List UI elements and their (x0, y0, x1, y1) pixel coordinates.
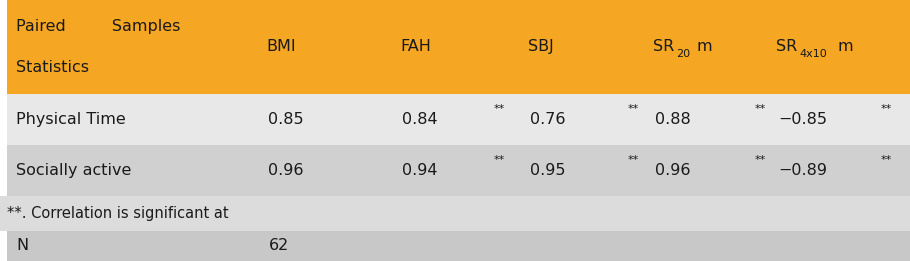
Text: 62: 62 (268, 239, 288, 253)
Bar (259, 145, 393, 196)
Text: 0.96: 0.96 (268, 163, 304, 178)
Bar (393, 145, 521, 196)
Text: 0.95: 0.95 (530, 163, 565, 178)
Bar (393, 0, 521, 94)
Text: 0.88: 0.88 (655, 112, 691, 127)
Bar (646, 145, 769, 196)
Text: **: ** (494, 104, 505, 115)
Text: N: N (16, 239, 28, 253)
Bar (393, 231, 521, 261)
Text: **: ** (494, 155, 505, 165)
Text: 0.94: 0.94 (402, 163, 438, 178)
Bar (7, 145, 259, 196)
Bar (769, 145, 910, 196)
Bar (769, 0, 910, 94)
Text: SR: SR (776, 39, 797, 55)
Bar (393, 94, 521, 145)
Text: m: m (696, 39, 712, 55)
Text: BMI: BMI (267, 39, 297, 55)
Bar (646, 0, 769, 94)
Text: 0.76: 0.76 (530, 112, 565, 127)
Text: FAH: FAH (400, 39, 431, 55)
Text: **: ** (881, 104, 892, 115)
Bar (521, 231, 646, 261)
Bar (646, 94, 769, 145)
Bar (769, 231, 910, 261)
Bar (521, 0, 646, 94)
Bar (259, 231, 393, 261)
Text: 0.85: 0.85 (268, 112, 304, 127)
Text: m: m (837, 39, 853, 55)
Text: 0.96: 0.96 (655, 163, 691, 178)
Bar (7, 0, 259, 94)
Bar (0, 196, 910, 231)
Bar (646, 231, 769, 261)
Text: SR: SR (653, 39, 674, 55)
Text: Physical Time: Physical Time (16, 112, 126, 127)
Text: **: ** (755, 155, 766, 165)
Text: **. Correlation is significant at: **. Correlation is significant at (7, 206, 234, 221)
Text: Paired         Samples: Paired Samples (16, 19, 181, 34)
Text: 20: 20 (676, 49, 691, 58)
Text: −0.85: −0.85 (778, 112, 827, 127)
Bar (7, 94, 259, 145)
Text: **: ** (628, 155, 639, 165)
Bar (521, 94, 646, 145)
Bar (7, 231, 259, 261)
Text: Socially active: Socially active (16, 163, 132, 178)
Text: 0.84: 0.84 (402, 112, 438, 127)
Bar (259, 0, 393, 94)
Text: −0.89: −0.89 (778, 163, 827, 178)
Bar (521, 145, 646, 196)
Text: 4x10: 4x10 (799, 49, 826, 58)
Bar (769, 94, 910, 145)
Text: **: ** (881, 155, 892, 165)
Bar (259, 94, 393, 145)
Text: SBJ: SBJ (528, 39, 553, 55)
Text: Statistics: Statistics (16, 60, 89, 75)
Text: **: ** (628, 104, 639, 115)
Text: **: ** (755, 104, 766, 115)
